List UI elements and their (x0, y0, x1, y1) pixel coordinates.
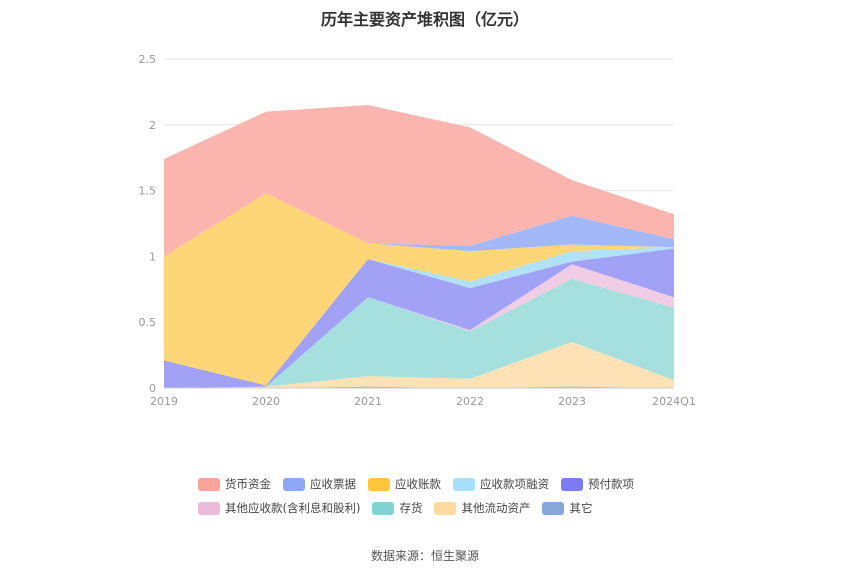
y-tick-label: 0 (149, 382, 156, 395)
y-tick-label: 2.5 (139, 53, 157, 66)
x-tick-label: 2019 (150, 395, 178, 408)
legend-item[interactable]: 预付款项 (561, 476, 634, 492)
legend-item[interactable]: 其它 (542, 500, 592, 516)
legend-item[interactable]: 存货 (372, 500, 422, 516)
area-series-3 (164, 193, 674, 386)
y-tick-label: 1.5 (139, 185, 157, 198)
legend-swatch (542, 501, 565, 515)
legend-label: 应收账款 (395, 477, 441, 491)
legend-label: 货币资金 (225, 477, 271, 491)
legend-label: 存货 (399, 501, 423, 515)
area-series-8 (164, 341, 674, 388)
area-series-2 (164, 193, 674, 257)
legend-item[interactable]: 货币资金 (198, 476, 271, 492)
legend-item[interactable]: 其他应收款(含利息和股利) (198, 500, 360, 516)
legend-swatch (368, 477, 390, 491)
x-tick-label: 2023 (558, 395, 586, 408)
area-series-5 (164, 248, 674, 388)
area-series-1 (164, 105, 674, 257)
legend-label: 预付款项 (588, 477, 634, 491)
legend-swatch (283, 477, 305, 491)
legend-item[interactable]: 其他流动资产 (434, 500, 530, 516)
legend-label: 其他应收款(含利息和股利) (225, 501, 361, 515)
legend-label: 其他流动资产 (461, 501, 531, 515)
legend-swatch (561, 477, 583, 491)
legend-row-1: 货币资金 应收票据 应收账款 应收款项融资 预付款项 (198, 472, 718, 496)
legend-item[interactable]: 应收账款 (368, 476, 441, 492)
chart-legend: 货币资金 应收票据 应收账款 应收款项融资 预付款项 其他应收款(含利息和股利)… (198, 472, 718, 520)
x-tick-label: 2024Q1 (652, 395, 696, 408)
legend-item[interactable]: 应收款项融资 (453, 476, 549, 492)
y-tick-label: 0.5 (139, 316, 157, 329)
legend-label: 其它 (569, 501, 593, 515)
legend-label: 应收票据 (310, 477, 356, 491)
chart-title: 历年主要资产堆积图（亿元） (320, 10, 529, 29)
data-source: 数据来源：恒生聚源 (370, 549, 479, 563)
legend-label: 应收款项融资 (480, 477, 549, 491)
legend-row-2: 其他应收款(含利息和股利) 存货 其他流动资产 其它 (198, 496, 718, 520)
y-tick-label: 2 (149, 119, 156, 132)
legend-swatch (453, 477, 475, 491)
x-tick-label: 2021 (354, 395, 382, 408)
legend-item[interactable]: 应收票据 (283, 476, 356, 492)
legend-swatch (198, 501, 220, 515)
x-tick-label: 2022 (456, 395, 484, 408)
legend-swatch (198, 477, 220, 491)
area-series-7 (164, 278, 674, 388)
y-tick-label: 1 (149, 250, 156, 263)
stacked-area-chart: 0 0.5 1 1.5 2 2.5 2019 2020 2021 2022 2023 2024Q1 (139, 53, 696, 408)
x-tick-label: 2020 (252, 395, 280, 408)
legend-swatch (372, 501, 395, 515)
legend-swatch (434, 501, 457, 515)
